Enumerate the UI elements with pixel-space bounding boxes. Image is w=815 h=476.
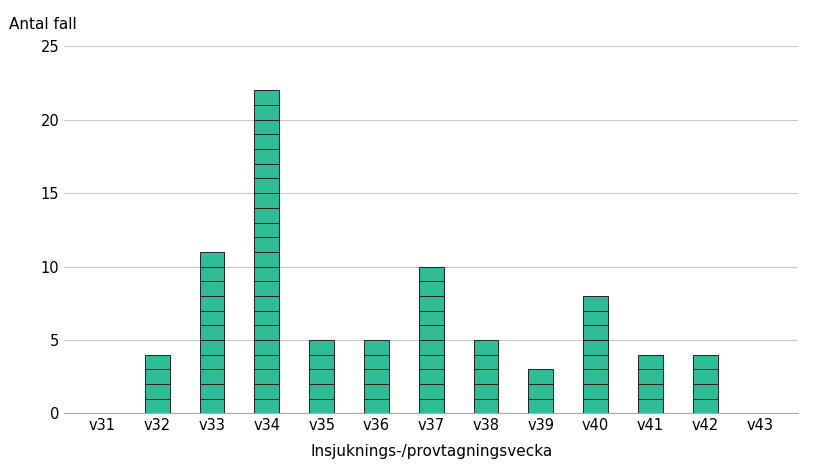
Bar: [364, 399, 389, 413]
Bar: [419, 311, 443, 325]
Bar: [419, 384, 443, 399]
Bar: [474, 340, 498, 355]
Bar: [254, 311, 279, 325]
Bar: [309, 369, 334, 384]
Bar: [584, 399, 608, 413]
Bar: [200, 311, 224, 325]
Bar: [254, 296, 279, 311]
Bar: [200, 252, 224, 267]
Bar: [693, 369, 717, 384]
Bar: [419, 325, 443, 340]
Bar: [528, 384, 553, 399]
Bar: [474, 399, 498, 413]
Bar: [254, 164, 279, 178]
Bar: [254, 325, 279, 340]
Bar: [419, 399, 443, 413]
Bar: [254, 399, 279, 413]
Bar: [145, 399, 170, 413]
Bar: [145, 369, 170, 384]
Bar: [419, 296, 443, 311]
Bar: [584, 325, 608, 340]
Bar: [474, 369, 498, 384]
Bar: [638, 355, 663, 369]
Bar: [638, 369, 663, 384]
Bar: [419, 267, 443, 281]
Bar: [254, 149, 279, 164]
Bar: [419, 355, 443, 369]
Bar: [309, 340, 334, 355]
Bar: [254, 120, 279, 134]
Bar: [419, 281, 443, 296]
Bar: [254, 369, 279, 384]
Bar: [693, 355, 717, 369]
Bar: [200, 325, 224, 340]
Bar: [309, 399, 334, 413]
Bar: [693, 399, 717, 413]
Bar: [474, 384, 498, 399]
X-axis label: Insjuknings-/provtagningsvecka: Insjuknings-/provtagningsvecka: [310, 444, 553, 459]
Bar: [419, 340, 443, 355]
Bar: [474, 355, 498, 369]
Bar: [364, 384, 389, 399]
Bar: [254, 90, 279, 105]
Bar: [364, 369, 389, 384]
Bar: [200, 267, 224, 281]
Bar: [254, 178, 279, 193]
Bar: [200, 384, 224, 399]
Bar: [145, 384, 170, 399]
Bar: [254, 384, 279, 399]
Bar: [584, 311, 608, 325]
Text: Antal fall: Antal fall: [9, 17, 77, 31]
Bar: [528, 399, 553, 413]
Bar: [200, 355, 224, 369]
Bar: [254, 237, 279, 252]
Bar: [584, 384, 608, 399]
Bar: [254, 193, 279, 208]
Bar: [309, 355, 334, 369]
Bar: [309, 384, 334, 399]
Bar: [254, 105, 279, 120]
Bar: [584, 340, 608, 355]
Bar: [254, 208, 279, 222]
Bar: [254, 355, 279, 369]
Bar: [584, 296, 608, 311]
Bar: [254, 340, 279, 355]
Bar: [584, 355, 608, 369]
Bar: [528, 369, 553, 384]
Bar: [364, 355, 389, 369]
Bar: [200, 369, 224, 384]
Bar: [584, 369, 608, 384]
Bar: [200, 399, 224, 413]
Bar: [145, 355, 170, 369]
Bar: [254, 267, 279, 281]
Bar: [200, 340, 224, 355]
Bar: [200, 281, 224, 296]
Bar: [364, 340, 389, 355]
Bar: [638, 384, 663, 399]
Bar: [254, 134, 279, 149]
Bar: [254, 281, 279, 296]
Bar: [200, 296, 224, 311]
Bar: [419, 369, 443, 384]
Bar: [254, 252, 279, 267]
Bar: [638, 399, 663, 413]
Bar: [254, 222, 279, 237]
Bar: [693, 384, 717, 399]
